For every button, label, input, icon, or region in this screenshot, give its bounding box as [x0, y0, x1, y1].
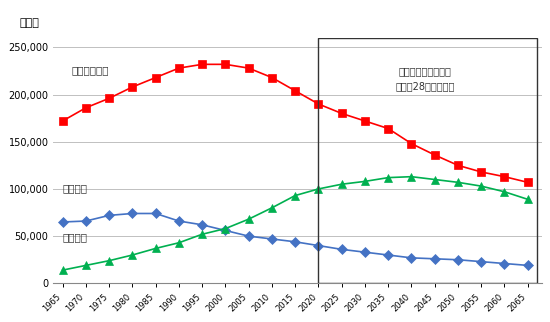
Text: 生産年齢人口: 生産年齢人口	[72, 66, 109, 76]
Text: 老齢人口: 老齢人口	[63, 232, 87, 242]
Text: 年少人口: 年少人口	[63, 184, 87, 194]
Text: 社人研による推計値
（平戰28０年推計）: 社人研による推計値 （平戰28０年推計）	[395, 66, 455, 91]
Text: （人）: （人）	[19, 18, 39, 28]
Bar	[318, 38, 537, 283]
